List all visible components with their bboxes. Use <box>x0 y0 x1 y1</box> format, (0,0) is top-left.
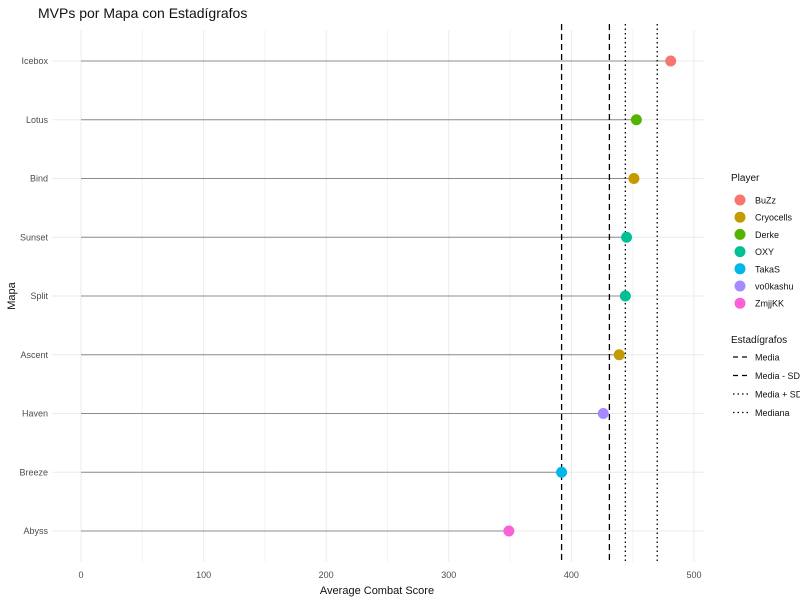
legend-player-key <box>734 228 746 240</box>
y-tick-label: Split <box>30 291 48 301</box>
legend-stats-label: Media + SD <box>755 390 800 400</box>
x-tick-label: 0 <box>78 570 83 580</box>
x-tick-label: 100 <box>196 570 211 580</box>
data-point <box>597 408 609 419</box>
legend-player-label: BuZz <box>755 196 777 206</box>
legend-player-label: Cryocells <box>755 213 793 223</box>
y-tick-label: Lotus <box>26 115 49 125</box>
data-point <box>621 231 633 243</box>
legend-stats: Estadígrafos Media Media - SD Media + SD Me… <box>731 335 800 418</box>
legend-player-label: Derke <box>755 230 779 240</box>
legend-stats-label: Media - SD <box>755 371 800 381</box>
legend-player-label: vo0kashu <box>755 282 794 292</box>
chart-title: MVPs por Mapa con Estadígrafos <box>38 5 247 21</box>
legend-player-key <box>734 246 746 258</box>
plot-panel: 0 100 200 300 400 500 Icebox Lotus Bind Sunset Spl… <box>19 24 704 580</box>
y-tick-label: Haven <box>22 409 48 419</box>
data-point <box>665 55 677 67</box>
legend-player-key <box>734 263 746 275</box>
data-point <box>503 525 515 537</box>
x-tick-label: 500 <box>686 570 701 580</box>
data-point <box>556 466 568 478</box>
legend-player-label: OXY <box>755 247 774 257</box>
x-tick-label: 200 <box>319 570 334 580</box>
legend-stats-label: Media <box>755 353 780 363</box>
data-point <box>628 173 640 184</box>
legend-player-key <box>734 280 746 292</box>
legend-player-key <box>734 211 746 223</box>
x-tick-label: 400 <box>564 570 579 580</box>
y-tick-label: Ascent <box>20 350 48 360</box>
y-axis-title: Mapa <box>6 281 18 309</box>
data-point <box>613 349 625 361</box>
legend-stats-title: Estadígrafos <box>731 335 787 346</box>
legend-player-label: TakaS <box>755 264 780 274</box>
legend-player: Player BuZz Cryocells Derke OXY TakaS vo0kash… <box>731 173 794 309</box>
legend-player-key <box>734 297 746 309</box>
x-tick-label: 300 <box>441 570 456 580</box>
y-tick-label: Bind <box>30 174 48 184</box>
data-point <box>630 114 642 126</box>
y-tick-label: Breeze <box>19 467 48 477</box>
legend-player-key <box>734 194 746 206</box>
x-axis-title: Average Combat Score <box>320 585 434 597</box>
y-tick-label: Sunset <box>20 232 49 242</box>
y-tick-label: Abyss <box>23 526 48 536</box>
legend-player-label: ZmjjKK <box>755 299 784 309</box>
legend-player-title: Player <box>731 173 760 184</box>
data-point <box>619 290 631 302</box>
legend-stats-label: Mediana <box>755 408 790 418</box>
y-tick-label: Icebox <box>21 56 48 66</box>
